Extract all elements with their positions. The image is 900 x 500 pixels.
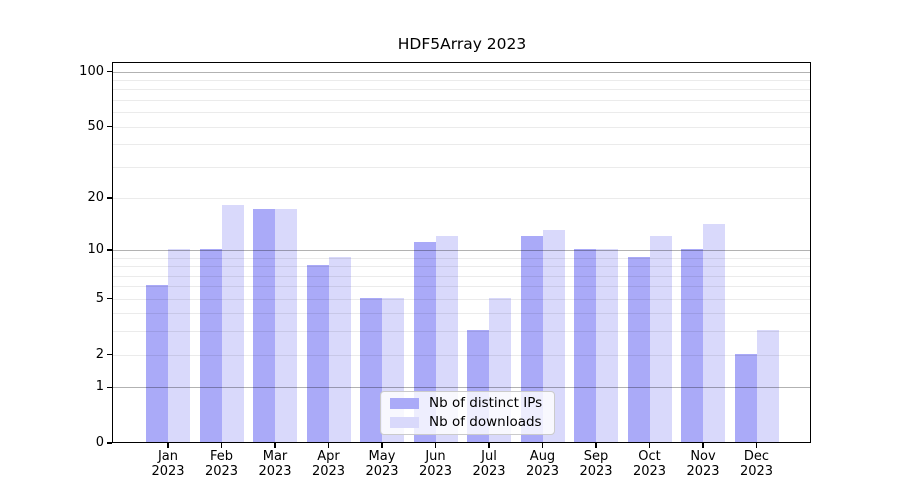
y-tick-label-0: 0 xyxy=(95,435,104,450)
y-tick-label-50: 50 xyxy=(87,118,104,134)
legend-item-distinct-ips: Nb of distinct IPs xyxy=(381,396,554,411)
x-tick-oct xyxy=(648,443,651,448)
gridline-8 xyxy=(113,266,810,268)
bar-downloads-nov xyxy=(703,224,725,442)
y-tick-50 xyxy=(107,125,112,128)
y-tick-5 xyxy=(107,298,112,300)
x-tick-jun xyxy=(434,443,437,448)
x-tick-apr xyxy=(327,443,330,448)
x-tick-label-apr: Apr 2023 xyxy=(311,449,346,479)
x-tick-may xyxy=(381,443,383,448)
gridline-7 xyxy=(113,275,810,277)
bar-distinct-ips-feb xyxy=(199,249,222,442)
bar-distinct-ips-apr xyxy=(306,265,329,442)
x-tick-aug xyxy=(541,443,544,448)
x-tick-sep xyxy=(595,443,597,448)
y-tick-1 xyxy=(107,386,112,388)
legend-label-downloads: Nb of downloads xyxy=(429,414,542,430)
gridline-90 xyxy=(113,79,810,81)
bar-downloads-sep xyxy=(596,249,618,442)
y-tick-label-5: 5 xyxy=(95,290,104,306)
x-tick-jul xyxy=(488,443,490,448)
y-tick-20 xyxy=(107,197,112,199)
gridline-2 xyxy=(113,354,810,356)
bar-downloads-aug xyxy=(542,229,565,442)
x-tick-label-dec: Dec 2023 xyxy=(739,449,774,479)
gridline-80 xyxy=(113,89,810,91)
bar-distinct-ips-aug xyxy=(520,235,543,442)
gridline-20 xyxy=(113,197,810,199)
y-tick-label-1: 1 xyxy=(95,379,104,395)
x-tick-dec xyxy=(755,443,758,448)
gridline-30 xyxy=(113,166,810,168)
x-tick-label-oct: Oct 2023 xyxy=(632,449,667,479)
y-tick-2 xyxy=(107,354,112,356)
gridline-4 xyxy=(113,313,810,315)
x-tick-mar xyxy=(274,443,276,448)
gridline-100 xyxy=(113,71,810,73)
bar-downloads-dec xyxy=(756,330,779,442)
x-tick-label-feb: Feb 2023 xyxy=(204,449,239,479)
chart-title: HDF5Array 2023 xyxy=(397,35,527,53)
bar-distinct-ips-oct xyxy=(627,256,650,442)
y-tick-label-2: 2 xyxy=(95,346,104,362)
bar-downloads-jun xyxy=(435,235,458,442)
bar-downloads-apr xyxy=(328,256,351,442)
bar-distinct-ips-jan xyxy=(146,285,168,442)
x-tick-label-nov: Nov 2023 xyxy=(686,449,720,479)
x-tick-label-sep: Sep 2023 xyxy=(579,449,613,479)
x-tick-label-may: May 2023 xyxy=(365,449,399,479)
plot-area: Nb of distinct IPs Nb of downloads xyxy=(112,62,811,443)
gridline-9 xyxy=(113,257,810,259)
x-tick-feb xyxy=(220,443,223,448)
bar-distinct-ips-sep xyxy=(574,249,596,442)
legend-swatch-downloads-icon xyxy=(390,417,419,428)
legend-swatch-distinct-ips-icon xyxy=(390,398,419,409)
x-tick-label-jan: Jan 2023 xyxy=(151,449,185,479)
legend: Nb of distinct IPs Nb of downloads xyxy=(380,391,555,435)
gridline-3 xyxy=(113,331,810,333)
bar-downloads-jan xyxy=(168,249,190,442)
bar-distinct-ips-mar xyxy=(253,209,275,442)
bar-distinct-ips-dec xyxy=(734,353,757,442)
x-tick-label-jun: Jun 2023 xyxy=(418,449,453,479)
bar-downloads-feb xyxy=(221,205,244,442)
bar-downloads-oct xyxy=(649,235,672,442)
x-tick-jan xyxy=(167,443,169,448)
gridline-5 xyxy=(113,298,810,300)
gridline-1 xyxy=(113,387,810,389)
y-tick-100 xyxy=(107,70,112,73)
y-tick-10 xyxy=(107,249,112,251)
bar-downloads-mar xyxy=(275,209,297,442)
gridline-6 xyxy=(113,286,810,288)
x-tick-label-mar: Mar 2023 xyxy=(258,449,292,479)
legend-label-distinct-ips: Nb of distinct IPs xyxy=(429,395,543,411)
bar-distinct-ips-nov xyxy=(681,249,703,442)
y-tick-label-20: 20 xyxy=(87,189,104,205)
gridline-60 xyxy=(113,112,810,114)
grid-layer xyxy=(113,63,810,442)
gridline-70 xyxy=(113,99,810,101)
y-tick-label-100: 100 xyxy=(79,63,104,79)
bar-distinct-ips-may xyxy=(360,297,382,442)
gridline-40 xyxy=(113,144,810,146)
y-tick-0 xyxy=(107,442,112,444)
x-tick-label-jul: Jul 2023 xyxy=(472,449,506,479)
gridline-10 xyxy=(113,250,810,251)
y-tick-label-10: 10 xyxy=(87,242,104,257)
x-tick-nov xyxy=(702,443,704,448)
legend-item-downloads: Nb of downloads xyxy=(381,415,554,430)
x-tick-label-aug: Aug 2023 xyxy=(525,449,560,479)
gridline-50 xyxy=(113,126,810,128)
